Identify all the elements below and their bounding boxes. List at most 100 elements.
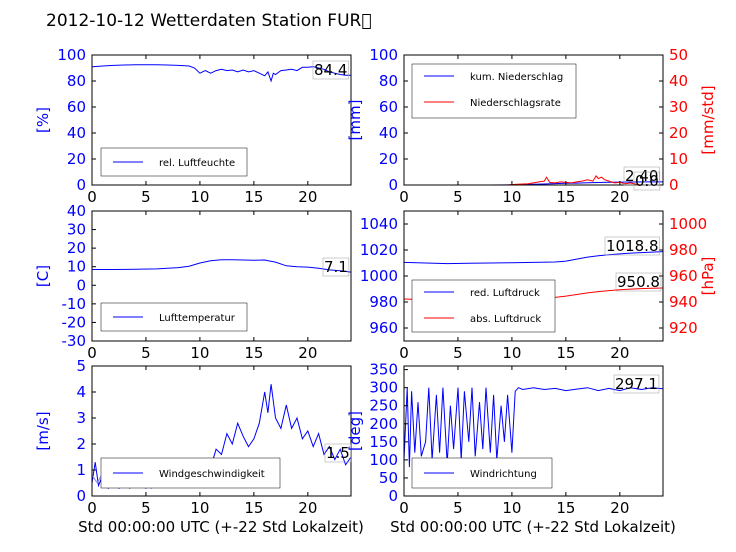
y-tick-label: 1040: [360, 215, 398, 233]
x-tick-label: 10: [502, 188, 521, 206]
y-tick-label: 300: [369, 379, 398, 397]
panel-4: 0 5 10 15 20 960 980 1000 1020 1040 920 940 960 980 10…: [360, 210, 717, 362]
x-tick-label: 5: [453, 344, 463, 362]
value-annotation: 2.40: [625, 167, 658, 185]
x-tick-label: 0: [87, 188, 97, 206]
y-axis-label-right: [mm/std]: [699, 85, 717, 154]
y-axis-label-right: [hPa]: [699, 257, 717, 296]
annotation-box: [613, 374, 660, 394]
y-tick-label: 80: [67, 72, 86, 90]
plot-frame: [91, 54, 352, 186]
annotation-box: [633, 171, 661, 191]
annotation-box: [324, 443, 352, 463]
x-tick-label: 0: [399, 188, 409, 206]
x-tick-label: 20: [610, 499, 629, 517]
x-tick-label: 0: [399, 499, 409, 517]
y-right-tick-label: 1000: [669, 215, 707, 233]
x-tick-label: 15: [244, 188, 263, 206]
y-tick-label: 1020: [360, 241, 398, 259]
y-tick-label: 100: [369, 46, 398, 64]
x-axis-label-left: Std 00:00:00 UTC (+-22 Std Lokalzeit): [78, 518, 364, 536]
value-annotation: 950.8: [617, 273, 660, 291]
plot-frame: [91, 210, 352, 342]
x-tick-label: 5: [141, 188, 151, 206]
value-annotation: 1018.8: [606, 237, 659, 255]
y-axis-label: [deg]: [346, 411, 364, 451]
legend-label: Windgeschwindigkeit: [159, 469, 265, 480]
y-tick-label: 50: [379, 469, 398, 487]
x-tick-label: 15: [556, 188, 575, 206]
x-tick-label: 0: [87, 344, 97, 362]
x-tick-label: 5: [453, 188, 463, 206]
legend-label: kum. Niederschlag: [470, 72, 563, 83]
y-tick-label: 40: [379, 124, 398, 142]
y-tick-label: 960: [369, 319, 398, 337]
x-tick-label: 20: [298, 188, 317, 206]
y-axis-label: [mm]: [346, 100, 364, 141]
y-tick-label: 10: [67, 258, 86, 276]
x-tick-label: 5: [141, 344, 151, 362]
y-tick-label: 200: [369, 415, 398, 433]
y-tick-label: -10: [62, 295, 87, 313]
x-tick-label: 0: [399, 344, 409, 362]
y-right-tick-label: 960: [669, 267, 698, 285]
legend-label: red. Luftdruck: [470, 288, 540, 299]
plot-frame: [91, 365, 352, 497]
y-tick-label: -20: [62, 313, 87, 331]
legend-box: [411, 63, 577, 119]
y-tick-label: 0: [388, 176, 398, 194]
y-right-tick-label: 0: [669, 176, 679, 194]
panel-2: 0 5 10 15 20 0 20 40 60 80 100 0 10 20 30 40 50 [mm] [mm/s…: [346, 46, 717, 206]
annotation-box: [604, 236, 660, 256]
y-axis-label: [%]: [34, 107, 52, 133]
plot-frame: [403, 54, 664, 186]
series-line-3-1: [92, 259, 351, 273]
y-right-tick-label: 980: [669, 241, 698, 259]
y-tick-label: 3: [76, 409, 86, 427]
y-tick-label: 980: [369, 293, 398, 311]
x-tick-label: 10: [190, 344, 209, 362]
x-tick-label: 20: [298, 344, 317, 362]
legend-label: Lufttemperatur: [159, 313, 236, 324]
y-tick-label: 5: [76, 357, 86, 375]
y-tick-label: 250: [369, 397, 398, 415]
x-tick-label: 20: [298, 499, 317, 517]
series-line-2-2: [404, 175, 663, 185]
y-tick-label: 60: [379, 98, 398, 116]
annotation-box: [623, 166, 660, 186]
series-line-4-1: [404, 251, 663, 265]
y-tick-label: 0: [388, 487, 398, 505]
y-tick-label: 0: [76, 176, 86, 194]
y-tick-label: 40: [67, 202, 86, 220]
x-tick-label: 10: [190, 188, 209, 206]
x-tick-label: 15: [556, 499, 575, 517]
panel-1: 0 5 10 15 20 0 20 40 60 80 100 [%] rel. Luftfeuchte 8…: [34, 46, 352, 206]
y-tick-label: 40: [67, 124, 86, 142]
y-tick-label: 150: [369, 433, 398, 451]
legend-box: [411, 279, 556, 333]
y-tick-label: 100: [57, 46, 86, 64]
series-line-1-1: [92, 64, 351, 83]
chart-title: 2012-10-12 Wetterdaten Station FUR : [46, 11, 372, 31]
y-tick-label: 100: [369, 451, 398, 469]
y-tick-label: 30: [67, 221, 86, 239]
y-tick-label: 4: [76, 383, 86, 401]
y-tick-label: 350: [369, 361, 398, 379]
panel-5: 0 5 10 15 20 0 1 2 3 4 5 [m/s] Windgeschwindigkeit 1.…: [34, 357, 352, 517]
value-annotation: 7.1: [324, 258, 348, 276]
value-annotation: 0.0: [635, 172, 659, 190]
y-tick-label: 80: [379, 72, 398, 90]
y-tick-label: 0: [76, 487, 86, 505]
x-tick-label: 10: [502, 499, 521, 517]
legend-label: rel. Luftfeuchte: [159, 158, 235, 169]
y-tick-label: -30: [62, 332, 87, 350]
x-tick-label: 10: [190, 499, 209, 517]
y-axis-label: [C]: [34, 265, 52, 287]
x-tick-label: 15: [244, 344, 263, 362]
plot-frame: [403, 365, 664, 497]
y-right-tick-label: 940: [669, 293, 698, 311]
panel-6: 0 5 10 15 20050100150200250300350[deg]Windri…: [346, 361, 664, 517]
series-line-6-1: [404, 387, 663, 468]
